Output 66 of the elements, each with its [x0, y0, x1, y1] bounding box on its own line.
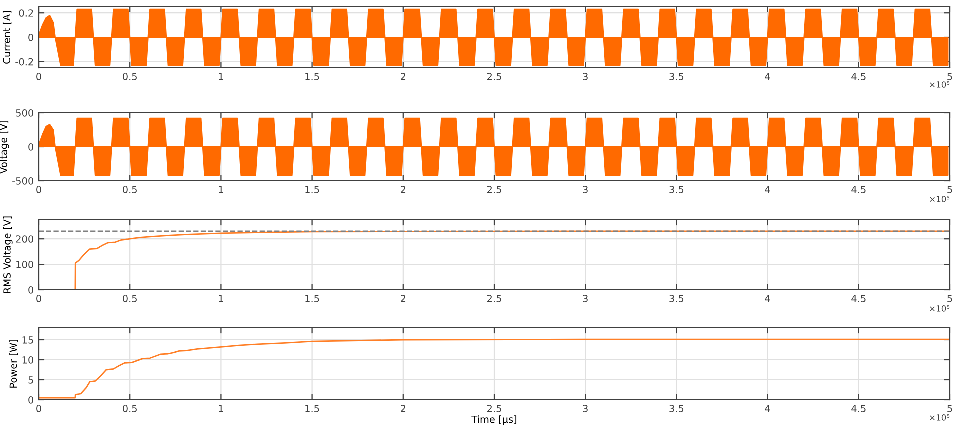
x-tick-label: 4.5 [852, 405, 866, 412]
x-tick-label: 0.5 [123, 405, 137, 412]
text: ×10⁵ [930, 82, 950, 88]
x-tick-label: 5 [948, 295, 952, 302]
x-tick-label: 2 [401, 186, 406, 194]
x-tick-label: 0.5 [123, 73, 137, 80]
y-tick-label: 200 [16, 236, 34, 243]
x-tick-label: 2.5 [487, 73, 502, 80]
x-tick-label: 0 [36, 186, 42, 194]
x-tick-label: 1.5 [306, 405, 320, 412]
x-tick-label: 3.5 [670, 73, 684, 80]
x-tick-label: 0.5 [123, 295, 137, 302]
x-tick-label: 1 [219, 295, 224, 302]
x-tick-label: 3 [583, 186, 588, 194]
x-tick-label: 3.5 [670, 186, 684, 194]
x-tick-label: 3.5 [670, 295, 684, 302]
x-tick-label: 4.5 [852, 186, 866, 194]
y-tick-label: 0 [28, 286, 34, 294]
x-tick-label: 1.5 [306, 186, 320, 194]
x-tick-label: 2 [401, 295, 406, 302]
y-tick-label: 0 [28, 396, 34, 404]
text: ×10⁵ [930, 414, 950, 421]
y-tick-label: 0 [28, 143, 34, 151]
x-axis-title: Time [μs] [472, 416, 517, 426]
x-tick-label: 4 [765, 405, 770, 412]
y-tick-label: 0 [28, 34, 34, 42]
y-axis-title: Current [A] [2, 11, 12, 64]
x-tick-label: 0 [36, 73, 42, 80]
text: ×10⁵ [930, 306, 950, 312]
x-tick-label: 5 [948, 73, 952, 80]
x-tick-label: 4.5 [852, 295, 866, 302]
x-tick-label: 0.5 [123, 186, 137, 194]
y-axis-title: Power [W] [10, 340, 18, 388]
x-tick-label: 2 [401, 73, 406, 80]
x-tick-label: 4 [765, 73, 770, 80]
y-tick-label: 100 [16, 261, 34, 268]
x-tick-label: 1 [219, 73, 224, 80]
x-tick-label: 5 [948, 186, 952, 194]
x-tick-label: 1 [219, 186, 224, 194]
y-tick-label: -500 [12, 177, 34, 185]
x-tick-label: 0 [36, 405, 42, 412]
y-tick-label: 0.2 [19, 10, 34, 17]
x-tick-label: 4 [765, 186, 770, 194]
y-tick-label: 10 [22, 356, 34, 364]
x-tick-label: 3 [583, 295, 588, 302]
x-tick-label: 3.5 [670, 405, 684, 412]
x-tick-label: 4.5 [852, 73, 866, 80]
y-axis-title: RMS Voltage [V] [3, 216, 13, 294]
x-tick-label: 2.5 [487, 186, 502, 194]
x-tick-label: 5 [948, 405, 952, 412]
y-tick-label: 500 [16, 109, 34, 117]
y-axis-title: Voltage [V] [0, 120, 10, 174]
x-tick-label: 2 [401, 405, 406, 412]
y-tick-label: -0.2 [16, 58, 34, 66]
x-tick-label: 3 [583, 73, 588, 80]
x-tick-label: 1.5 [306, 73, 320, 80]
x-tick-label: 1 [219, 405, 224, 412]
text: ×10⁵ [930, 196, 950, 202]
y-tick-label: 15 [22, 336, 34, 344]
x-tick-label: 2.5 [487, 405, 502, 412]
x-tick-label: 4 [765, 295, 770, 302]
x-tick-label: 1.5 [306, 295, 320, 302]
x-tick-label: 3 [583, 405, 588, 412]
x-tick-label: 2.5 [487, 295, 502, 302]
y-tick-label: 5 [28, 376, 34, 384]
x-tick-label: 0 [36, 295, 42, 302]
